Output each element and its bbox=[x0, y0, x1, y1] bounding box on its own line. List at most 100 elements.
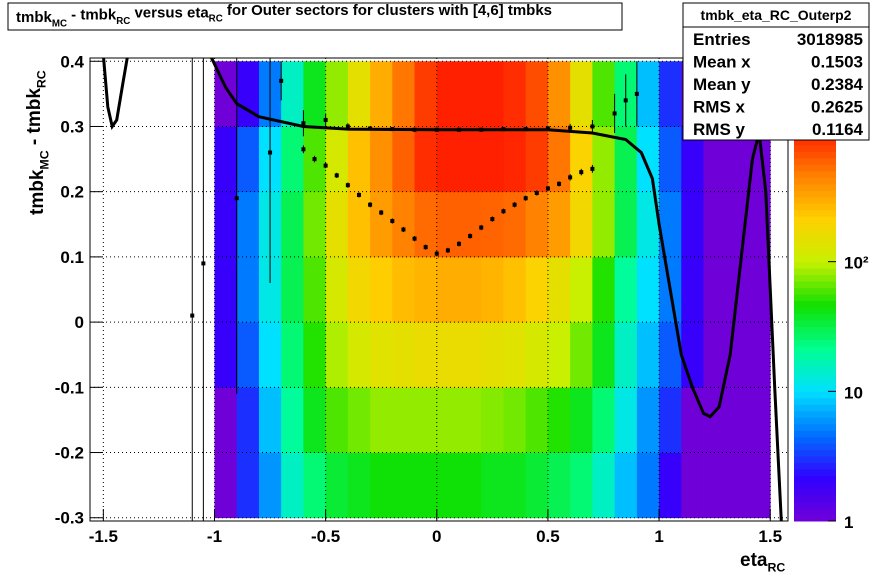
profile-point bbox=[568, 125, 573, 130]
x-tick-label: -0.5 bbox=[311, 527, 340, 546]
heatmap-cell bbox=[325, 191, 349, 258]
color-bar-swatch bbox=[794, 261, 836, 269]
heatmap-cell bbox=[747, 322, 771, 388]
heatmap-cell bbox=[659, 126, 682, 193]
heatmap-cell bbox=[370, 322, 393, 388]
heatmap-cell bbox=[636, 387, 660, 453]
profile-point bbox=[345, 183, 350, 188]
heatmap-cell bbox=[503, 322, 527, 388]
heatmap-cell bbox=[258, 322, 282, 388]
heatmap-cell bbox=[370, 452, 393, 519]
profile-point bbox=[590, 166, 595, 171]
stats-key: RMS x bbox=[693, 98, 746, 117]
heatmap-cell bbox=[303, 452, 327, 519]
heatmap-cell bbox=[370, 191, 393, 258]
profile-point bbox=[623, 98, 628, 103]
z-tick-label: 1 bbox=[844, 513, 853, 532]
profile-point bbox=[590, 124, 595, 129]
profile-point bbox=[534, 190, 539, 195]
subscript: RC bbox=[767, 561, 785, 575]
heatmap-cell bbox=[414, 61, 438, 127]
color-bar-swatch bbox=[794, 287, 836, 295]
color-bar-swatch bbox=[794, 345, 836, 353]
heatmap-cell bbox=[636, 61, 660, 127]
profile-point bbox=[312, 157, 317, 162]
color-bar-swatch bbox=[794, 449, 836, 457]
heatmap-cell bbox=[459, 322, 482, 388]
heatmap-cell bbox=[525, 126, 549, 193]
heatmap-cell bbox=[481, 126, 504, 193]
heatmap-cell bbox=[681, 322, 704, 388]
profile-point bbox=[568, 175, 573, 180]
stats-key: Entries bbox=[693, 30, 751, 49]
profile-point bbox=[356, 192, 361, 197]
color-bar-swatch bbox=[794, 209, 836, 217]
color-bar-swatch bbox=[794, 495, 836, 503]
stats-value: 0.1164 bbox=[812, 120, 864, 139]
heatmap-cell bbox=[236, 126, 260, 193]
heatmap-cell bbox=[436, 61, 460, 127]
color-bar-swatch bbox=[794, 508, 836, 516]
heatmap-cell bbox=[636, 191, 660, 258]
stats-frame bbox=[682, 2, 870, 141]
stats-value: 0.1503 bbox=[811, 53, 863, 72]
heatmap-cell bbox=[747, 387, 771, 453]
heatmap-cell bbox=[325, 126, 349, 193]
heatmap-cell bbox=[614, 256, 638, 323]
label-part: - tmbk bbox=[24, 88, 45, 151]
heatmap-cell bbox=[325, 61, 349, 127]
profile-point bbox=[445, 248, 450, 253]
heatmap-cell bbox=[525, 387, 549, 453]
color-bar-swatch bbox=[794, 307, 836, 315]
heatmap-cell bbox=[570, 256, 593, 323]
heatmap-cell bbox=[747, 191, 771, 258]
heatmap-cell bbox=[747, 256, 771, 323]
heatmap-cell bbox=[414, 126, 438, 193]
heatmap-cell bbox=[347, 322, 371, 388]
heatmap-cell bbox=[681, 256, 704, 323]
heatmap-cell bbox=[614, 191, 638, 258]
heatmap-cell bbox=[459, 256, 482, 323]
stats-value: 0.2625 bbox=[811, 98, 863, 117]
x-tick-label: 0.5 bbox=[536, 527, 560, 546]
stats-key: Mean y bbox=[693, 75, 751, 94]
heatmap-cell bbox=[525, 452, 549, 519]
heatmap-cell bbox=[592, 126, 616, 193]
heatmap-cell bbox=[236, 452, 260, 519]
color-bar-swatch bbox=[794, 274, 836, 282]
profile-point bbox=[201, 261, 206, 266]
profile-point bbox=[434, 251, 439, 256]
axes: -1.5 -1 -0.5 0 0.5 1 1.5 -0.3 -0.2 -0.1 0 0.1 0.2 0.3… bbox=[55, 52, 782, 546]
color-bar-swatch bbox=[794, 482, 836, 490]
x-axis-label: etaRC bbox=[740, 550, 785, 575]
heatmap-cell bbox=[392, 61, 415, 127]
heatmap-cell bbox=[459, 61, 482, 127]
heatmap-cell bbox=[614, 452, 638, 519]
color-bar-swatch bbox=[794, 229, 836, 237]
heatmap-cell bbox=[636, 126, 660, 193]
heatmap-cell bbox=[370, 126, 393, 193]
heatmap-cell bbox=[236, 256, 260, 323]
color-bar-swatch bbox=[794, 255, 836, 263]
color-bar-swatch bbox=[794, 475, 836, 483]
color-bar-swatch bbox=[794, 164, 836, 172]
heatmap-cell bbox=[659, 191, 682, 258]
heatmap-cell bbox=[570, 452, 593, 519]
heatmap-cell bbox=[281, 191, 304, 258]
color-bar-swatch bbox=[794, 190, 836, 198]
color-bar-swatch bbox=[794, 352, 836, 360]
color-bar-swatch bbox=[794, 501, 836, 509]
heatmap-cell bbox=[681, 387, 704, 453]
heatmap-cell bbox=[436, 387, 460, 453]
profile-point bbox=[323, 117, 328, 122]
heatmap-cell bbox=[503, 452, 527, 519]
heatmap-cell bbox=[481, 61, 504, 127]
heatmap-cell bbox=[481, 191, 504, 258]
heatmap-cell bbox=[481, 256, 504, 323]
heatmap-cell bbox=[258, 256, 282, 323]
stats-value: 0.2384 bbox=[811, 75, 864, 94]
heatmap-cell bbox=[503, 191, 527, 258]
color-bar-swatch bbox=[794, 378, 836, 386]
profile-point bbox=[323, 163, 328, 168]
subscript: RC bbox=[35, 70, 49, 88]
